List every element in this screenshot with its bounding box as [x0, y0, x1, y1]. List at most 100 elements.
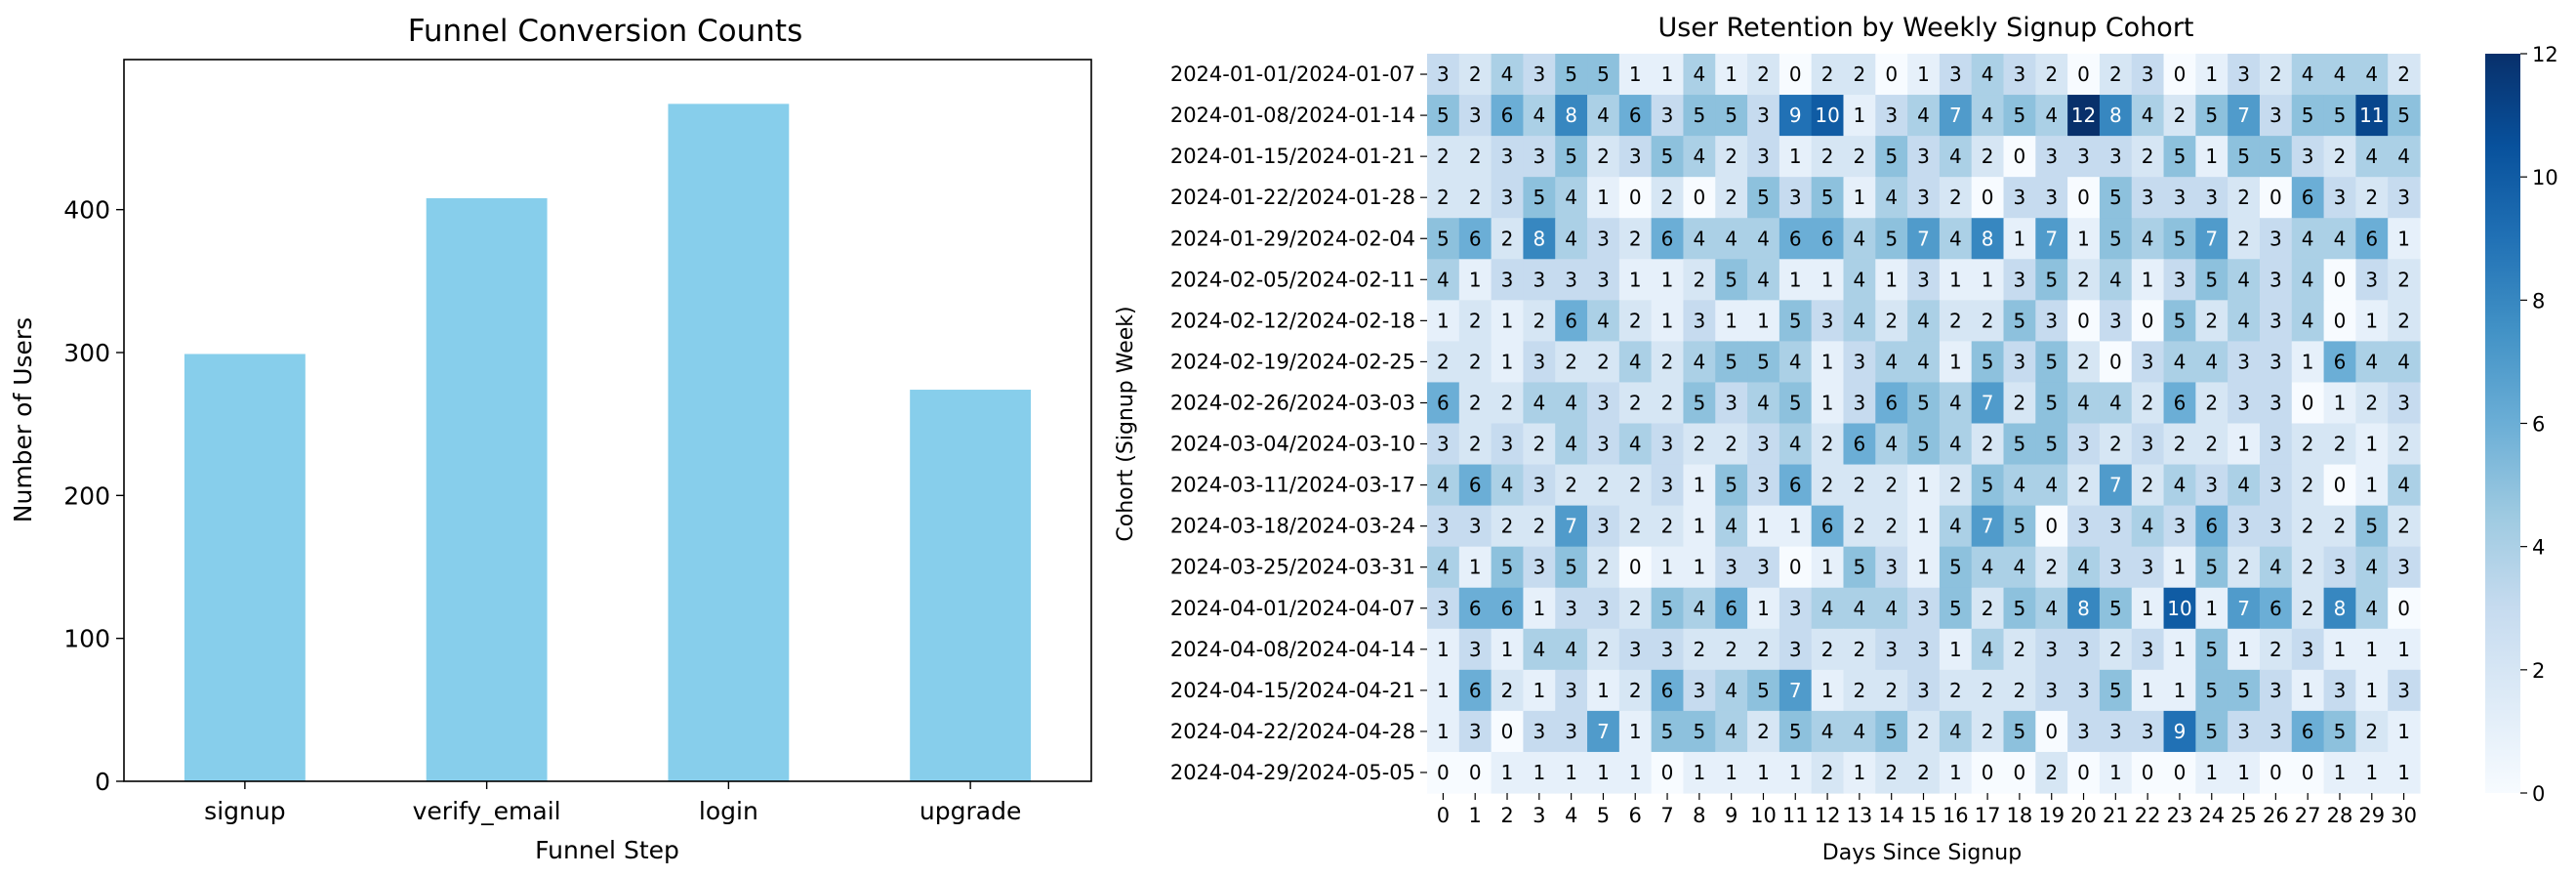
heatmap-cell	[1458, 628, 1492, 671]
heatmap-cell	[1747, 300, 1780, 342]
heatmap-cell-label: 2	[2365, 186, 2378, 209]
heatmap-cell-label: 5	[2045, 350, 2058, 373]
heatmap-cell	[2259, 464, 2293, 507]
heatmap-cell	[2388, 136, 2421, 178]
heatmap-cell	[1811, 95, 1845, 137]
heatmap-cell	[2035, 669, 2068, 712]
heatmap-cell-label: 6	[2269, 597, 2282, 620]
heatmap-cell-label: 3	[1533, 720, 1545, 743]
heatmap-cell-label: 3	[2014, 268, 2026, 291]
heatmap-cell-label: 4	[2045, 474, 2058, 497]
heatmap-cell-label: 3	[1629, 145, 1642, 168]
heatmap-cell	[1683, 505, 1716, 548]
heatmap-cell-label: 4	[1982, 638, 1994, 661]
heatmap-cell	[2355, 54, 2389, 96]
heatmap-cell-label: 1	[1501, 309, 1514, 332]
heatmap-cell-label: 5	[1565, 63, 1577, 86]
heatmap-cell-label: 2	[1821, 433, 1834, 456]
heatmap-cell-label: 1	[1533, 679, 1545, 702]
heatmap-cell	[1683, 136, 1716, 178]
y-tick-label: 400	[63, 196, 110, 225]
heatmap-cell-label: 2	[2045, 761, 2058, 784]
colorbar-tick-label: 6	[2532, 413, 2545, 437]
heatmap-cell-label: 4	[1982, 104, 1994, 127]
day-label: 3	[1533, 804, 1545, 827]
heatmap-cell	[1427, 669, 1460, 712]
heatmap-cell-label: 3	[2237, 391, 2250, 414]
heatmap-cell	[1843, 54, 1876, 96]
heatmap-cell	[2003, 669, 2036, 712]
heatmap-x-axis: 0 1 2 3 4 5 6 7 8 9 10 11 12 13 14 15 16 17 18 19 20 21 22 23 24…	[1437, 793, 2417, 827]
heatmap-cells: 3 2 4 3 5 5 1 1 4 1 2 0 2 2 0 1 3 4 3 2 0 2 3 0 1 3 2 4 4 4 25 3 6 4 8 4 6 3 5…	[1427, 54, 2421, 794]
heatmap-cell	[2259, 341, 2293, 384]
heatmap-cell	[2035, 546, 2068, 589]
heatmap-cell	[1427, 587, 1460, 630]
heatmap-cell	[2099, 464, 2133, 507]
heatmap-cell	[1523, 382, 1556, 425]
colorbar-tick-label: 2	[2532, 659, 2545, 683]
heatmap-cell-label: 4	[1693, 597, 1705, 620]
day-label: 2	[1500, 804, 1513, 827]
heatmap-cell-label: 4	[1821, 597, 1834, 620]
heatmap-cell	[2259, 710, 2293, 753]
heatmap-cell-label: 8	[2109, 104, 2122, 127]
heatmap-cell	[1971, 628, 2005, 671]
heatmap-cell-label: 1	[2174, 679, 2187, 702]
heatmap-cell	[1747, 628, 1780, 671]
cohort-label: 2024-01-22/2024-01-28	[1170, 186, 1415, 209]
heatmap-cell-label: 5	[1693, 391, 1705, 414]
heatmap-cell-label: 1	[1854, 761, 1866, 784]
heatmap-cell	[1939, 587, 1973, 630]
heatmap-cell	[1458, 95, 1492, 137]
heatmap-cell-label: 3	[2109, 309, 2122, 332]
x-tick-label: signup	[204, 797, 285, 825]
heatmap-cell	[2099, 341, 2133, 384]
heatmap-cell	[2291, 382, 2325, 425]
day-label: 26	[2263, 804, 2289, 827]
heatmap-cell	[1811, 54, 1845, 96]
heatmap-cell	[2195, 546, 2228, 589]
heatmap-cell-label: 1	[1469, 268, 1482, 291]
heatmap-cell	[1907, 382, 1941, 425]
heatmap-cell	[2163, 464, 2196, 507]
heatmap-cell-label: 4	[1725, 720, 1738, 743]
heatmap-cell-label: 1	[1821, 679, 1834, 702]
heatmap-cell	[1779, 259, 1813, 301]
heatmap-cell-label: 3	[1501, 186, 1514, 209]
heatmap-cell	[2099, 751, 2133, 794]
heatmap-cell	[2323, 95, 2356, 137]
heatmap-cell-label: 3	[1597, 433, 1610, 456]
heatmap-cell	[2035, 177, 2068, 219]
heatmap-cell	[2259, 95, 2293, 137]
heatmap-cell-label: 2	[1629, 474, 1642, 497]
heatmap-cell-label: 3	[1821, 309, 1834, 332]
heatmap-cell	[2163, 382, 2196, 425]
heatmap-cell	[2003, 505, 2036, 548]
heatmap-cell-label: 5	[1982, 350, 1994, 373]
heatmap-cell	[1939, 95, 1973, 137]
heatmap-cell-label: 2	[1885, 474, 1898, 497]
heatmap-cell	[1779, 341, 1813, 384]
bar-chart-title: Funnel Conversion Counts	[408, 14, 802, 49]
heatmap-cell	[1843, 505, 1876, 548]
heatmap-cell-label: 4	[1693, 227, 1705, 250]
heatmap-cell-label: 1	[2334, 761, 2347, 784]
heatmap-cell	[2259, 136, 2293, 178]
heatmap-cell-label: 5	[1725, 104, 1738, 127]
heatmap-cell	[1971, 505, 2005, 548]
heatmap-cell-label: 7	[2109, 474, 2122, 497]
heatmap-cell-label: 3	[1565, 597, 1577, 620]
heatmap-cell	[1523, 669, 1556, 712]
heatmap-cell	[2323, 423, 2356, 466]
heatmap-cell	[1843, 628, 1876, 671]
heatmap-cell-label: 3	[1757, 104, 1770, 127]
heatmap-cell	[1907, 423, 1941, 466]
heatmap-cell	[1779, 628, 1813, 671]
heatmap-cell	[1747, 218, 1780, 260]
heatmap-cell	[2099, 505, 2133, 548]
heatmap-cell-label: 4	[1949, 145, 1962, 168]
heatmap-cell	[1651, 464, 1685, 507]
cohort-label: 2024-02-12/2024-02-18	[1170, 309, 1415, 332]
heatmap-cell-label: 11	[2359, 104, 2384, 127]
heatmap-cell	[1491, 669, 1525, 712]
